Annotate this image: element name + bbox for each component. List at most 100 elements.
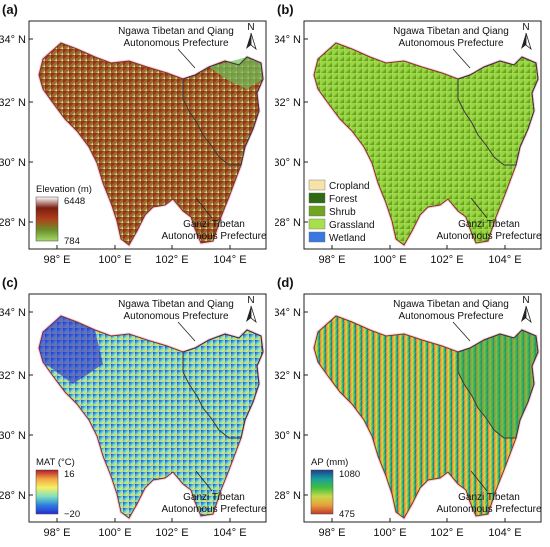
panel-label: (c)	[2, 275, 18, 290]
legend-min: −20	[64, 509, 80, 520]
legend-title: AP (mm)	[311, 457, 348, 468]
map-panel-2: 34° N 32° N 30° N 28° N 98° E 100° E 102° E 104…	[275, 2, 542, 266]
north-label: N	[247, 22, 254, 33]
legend-max: 6448	[64, 196, 85, 207]
y-tick-label: 32° N	[0, 97, 26, 109]
ngawa-label: Autonomous Prefecture	[398, 311, 503, 322]
y-tick-label: 34° N	[0, 307, 26, 319]
legend-colorbar	[310, 469, 334, 515]
y-tick-label: 32° N	[275, 370, 301, 382]
legend-swatch	[308, 231, 326, 243]
x-tick-label: 98° E	[43, 254, 70, 266]
legend-item-label: Wetland	[329, 233, 366, 244]
ganzi-leader-line	[470, 197, 488, 219]
y-tick-label: 34° N	[275, 34, 301, 46]
north-label: N	[522, 22, 529, 33]
panel-label: (b)	[277, 2, 294, 17]
legend-swatch	[308, 192, 326, 204]
map-panel-4: 34° N 32° N 30° N 28° N 98° E 100° E 102° E 104…	[275, 275, 542, 539]
x-tick-label: 100° E	[373, 527, 406, 539]
y-tick-label: 32° N	[275, 97, 301, 109]
ngawa-boundary	[182, 329, 264, 439]
ganzi-label: Autonomous Prefecture	[436, 231, 541, 242]
ngawa-label: Ngawa Tibetan and Qiang	[118, 299, 234, 310]
legend-colorbar	[35, 469, 59, 515]
ganzi-label: Ganzi Tibetan	[183, 219, 245, 230]
ganzi-leader-line	[195, 197, 213, 219]
north-arrow-icon	[521, 306, 526, 322]
ngawa-label: Autonomous Prefecture	[398, 38, 503, 49]
ngawa-leader-line	[177, 48, 196, 69]
x-tick-label: 104° E	[213, 254, 246, 266]
y-tick-label: 30° N	[0, 157, 26, 169]
ngawa-leader-line	[452, 48, 471, 69]
x-tick-label: 98° E	[43, 527, 70, 539]
y-tick-label: 34° N	[275, 307, 301, 319]
ganzi-label: Autonomous Prefecture	[436, 504, 541, 515]
north-arrow-icon	[246, 33, 251, 49]
north-arrow-icon	[246, 306, 251, 322]
ganzi-label: Ganzi Tibetan	[183, 492, 245, 503]
x-tick-label: 98° E	[318, 254, 345, 266]
legend-min: 784	[64, 236, 80, 247]
y-tick-label: 28° N	[0, 490, 26, 502]
x-tick-label: 102° E	[155, 527, 188, 539]
ganzi-label: Ganzi Tibetan	[458, 219, 520, 230]
x-tick-label: 104° E	[213, 527, 246, 539]
legend-item-label: Forest	[329, 194, 358, 205]
y-tick-label: 32° N	[0, 370, 26, 382]
ngawa-boundary	[457, 56, 539, 166]
legend-min: 475	[339, 509, 355, 520]
panel-label: (a)	[2, 2, 18, 17]
y-tick-label: 28° N	[275, 217, 301, 229]
map-panel-3: 34° N 32° N 30° N 28° N 98° E 100° E 102° E 104…	[0, 275, 267, 539]
ganzi-leader-line	[195, 470, 213, 492]
ngawa-label: Autonomous Prefecture	[123, 38, 228, 49]
legend-swatch	[308, 218, 326, 230]
north-label: N	[522, 295, 529, 306]
ngawa-region	[458, 330, 538, 438]
ngawa-label: Autonomous Prefecture	[123, 311, 228, 322]
x-tick-label: 102° E	[430, 254, 463, 266]
legend-max: 16	[64, 469, 75, 480]
y-tick-label: 28° N	[0, 217, 26, 229]
map-panel-1: 34° N 32° N 30° N 28° N 98° E 100° E 102° E 104…	[0, 2, 267, 266]
ngawa-label: Ngawa Tibetan and Qiang	[118, 26, 234, 37]
legend-swatch	[308, 179, 326, 191]
y-tick-label: 30° N	[275, 430, 301, 442]
legend-max: 1080	[339, 469, 360, 480]
ganzi-label: Autonomous Prefecture	[161, 504, 266, 515]
ngawa-leader-line	[177, 321, 196, 342]
legend-swatch	[308, 205, 326, 217]
ganzi-label: Ganzi Tibetan	[458, 492, 520, 503]
y-tick-label: 28° N	[275, 490, 301, 502]
cold-zone	[39, 316, 103, 384]
ngawa-label: Ngawa Tibetan and Qiang	[393, 299, 509, 310]
y-tick-label: 30° N	[0, 430, 26, 442]
legend-item-label: Shrub	[329, 207, 356, 218]
legend-colorbar	[35, 196, 59, 242]
ngawa-leader-line	[452, 321, 471, 342]
north-arrow-icon	[521, 33, 526, 49]
ngawa-label: Ngawa Tibetan and Qiang	[393, 26, 509, 37]
legend-title: Elevation (m)	[36, 184, 92, 195]
ngawa-boundary	[457, 329, 539, 439]
ganzi-label: Autonomous Prefecture	[161, 231, 266, 242]
x-tick-label: 102° E	[430, 527, 463, 539]
x-tick-label: 98° E	[318, 527, 345, 539]
y-tick-label: 30° N	[275, 157, 301, 169]
y-tick-label: 34° N	[0, 34, 26, 46]
x-tick-label: 100° E	[373, 254, 406, 266]
x-tick-label: 102° E	[155, 254, 188, 266]
ngawa-boundary	[182, 56, 264, 166]
legend-title: MAT (°C)	[36, 457, 75, 468]
legend-item-label: Cropland	[329, 181, 370, 192]
legend-item-label: Grassland	[329, 220, 375, 231]
x-tick-label: 100° E	[98, 527, 131, 539]
panel-label: (d)	[277, 275, 294, 290]
x-tick-label: 104° E	[488, 527, 521, 539]
ganzi-leader-line	[470, 470, 488, 492]
x-tick-label: 104° E	[488, 254, 521, 266]
north-label: N	[247, 295, 254, 306]
lowland-zone	[209, 57, 263, 89]
